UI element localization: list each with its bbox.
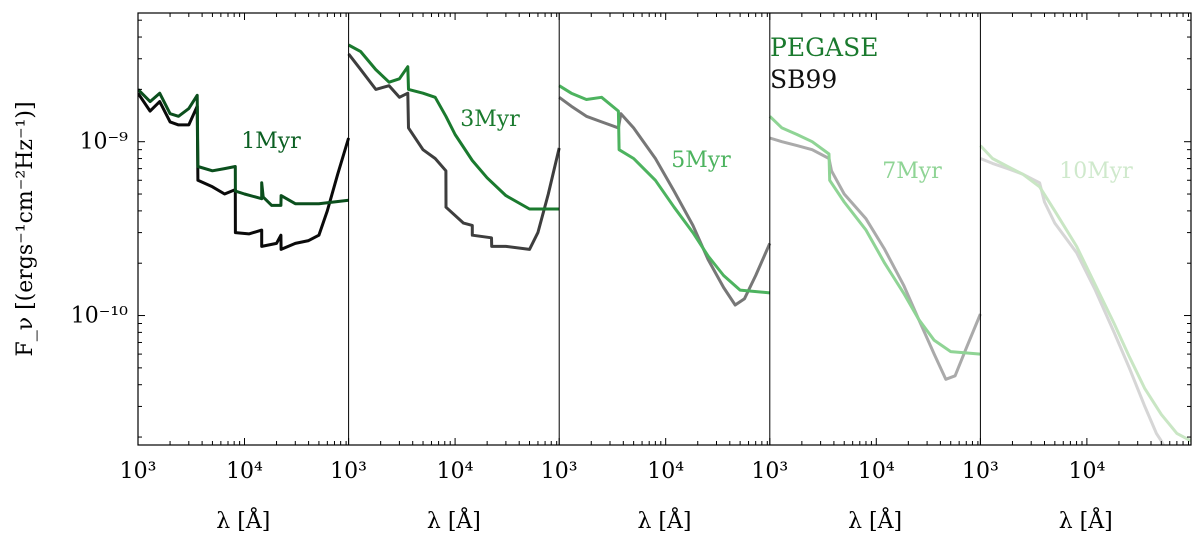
y-tick-label: 10⁻¹⁰ — [71, 304, 128, 329]
panel-label-2: 3Myr — [460, 107, 520, 132]
panel-4 — [768, 115, 982, 381]
x-tick-label: 10³ — [120, 459, 157, 484]
x-tick-label: 10⁴ — [1068, 459, 1105, 484]
x-tick-label: 10³ — [330, 459, 367, 484]
y-axis-label: F_ν [(ergs⁻¹cm⁻²Hz⁻¹)] — [13, 101, 38, 356]
x-axis-label: λ [Å] — [427, 506, 481, 534]
series-sb99-panel-3 — [558, 96, 772, 307]
series-pegase-panel-2 — [347, 43, 560, 211]
panel-label-1: 1Myr — [241, 129, 301, 154]
series-pegase-panel-1 — [138, 88, 349, 207]
x-tick-label: 10⁴ — [858, 459, 895, 484]
y-tick-label: 10⁻⁹ — [80, 130, 129, 155]
x-axis-label: λ [Å] — [638, 506, 692, 534]
series-sb99-panel-2 — [347, 52, 561, 251]
series-sb99-panel-1 — [138, 92, 351, 251]
legend-entry-sb99: SB99 — [770, 65, 837, 94]
x-axis-label: λ [Å] — [216, 506, 270, 534]
x-tick-label: 10³ — [962, 459, 999, 484]
x-tick-label: 10⁴ — [226, 459, 263, 484]
axes: 10³ 10⁴ λ [Å] 10³ 10⁴ λ [Å] 10³ 10⁴ λ [Å] 10³ 10⁴ λ… — [71, 12, 1192, 534]
series-pegase-panel-3 — [558, 84, 770, 295]
series-sb99-panel-5 — [979, 157, 1166, 445]
x-axis-label: λ [Å] — [1059, 506, 1113, 534]
panel-5 — [979, 144, 1191, 445]
series-pegase-panel-4 — [768, 115, 981, 356]
panel-3 — [558, 84, 772, 307]
series-sb99-panel-4 — [769, 136, 982, 381]
plot-frame — [137, 12, 1192, 446]
series-pegase-panel-5 — [979, 144, 1191, 443]
panel-2 — [347, 43, 561, 251]
x-tick-label: 10³ — [751, 459, 788, 484]
panel-label-5: 10Myr — [1059, 159, 1133, 184]
x-axis-label: λ [Å] — [848, 506, 902, 534]
panel-1 — [138, 88, 351, 251]
x-tick-label: 10³ — [541, 459, 578, 484]
panels: 1Myr 3Myr 5Myr 7Myr 10Myr — [138, 43, 1191, 445]
panel-label-3: 5Myr — [671, 148, 731, 173]
panel-label-4: 7Myr — [882, 159, 942, 184]
legend-entry-pegase: PEGASE — [770, 33, 878, 62]
x-tick-label: 10⁴ — [437, 459, 474, 484]
x-tick-label: 10⁴ — [647, 459, 684, 484]
